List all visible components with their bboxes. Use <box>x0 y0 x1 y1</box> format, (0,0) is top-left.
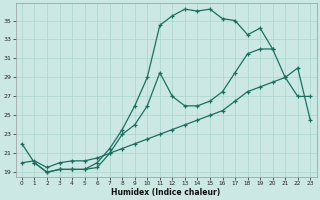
X-axis label: Humidex (Indice chaleur): Humidex (Indice chaleur) <box>111 188 221 197</box>
